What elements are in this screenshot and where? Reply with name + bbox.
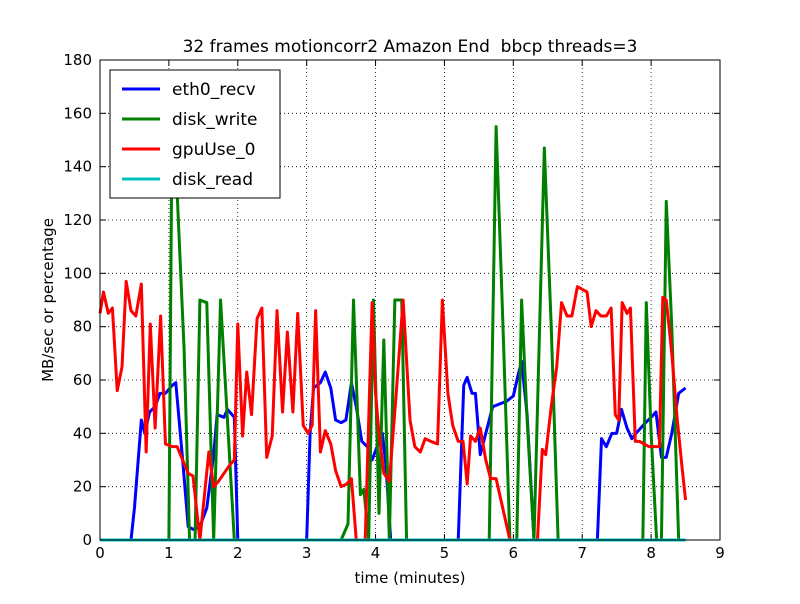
legend-box bbox=[109, 69, 281, 199]
legend-label: disk_write bbox=[172, 110, 257, 130]
legend: eth0_recv disk_write gpuUse_0 disk_read bbox=[109, 69, 281, 199]
x-tick-label: 9 bbox=[715, 544, 725, 562]
x-tick-label: 1 bbox=[164, 544, 174, 562]
series-line bbox=[98, 279, 688, 542]
y-tick-label: 0 bbox=[82, 531, 92, 549]
y-tick-label: 40 bbox=[73, 424, 92, 442]
x-tick-label: 5 bbox=[440, 544, 450, 562]
legend-label: disk_read bbox=[172, 170, 253, 190]
legend-label: eth0_recv bbox=[172, 80, 256, 100]
y-tick-label: 180 bbox=[63, 51, 92, 69]
x-tick-label: 2 bbox=[233, 544, 243, 562]
x-tick-label: 7 bbox=[577, 544, 587, 562]
chart-title: 32 frames motioncorr2 Amazon End bbcp th… bbox=[183, 37, 638, 57]
series-line bbox=[100, 79, 686, 542]
y-tick-label: 80 bbox=[73, 318, 92, 336]
x-tick-label: 6 bbox=[509, 544, 519, 562]
y-axis-label: MB/sec or percentage bbox=[39, 218, 57, 382]
x-tick-label: 0 bbox=[95, 544, 105, 562]
y-tick-label: 60 bbox=[73, 371, 92, 389]
y-tick-label: 100 bbox=[63, 264, 92, 282]
legend-label: gpuUse_0 bbox=[172, 140, 255, 160]
x-tick-label: 4 bbox=[371, 544, 381, 562]
y-tick-label: 160 bbox=[63, 104, 92, 122]
x-tick-label: 3 bbox=[302, 544, 312, 562]
x-tick-label: 8 bbox=[646, 544, 656, 562]
y-tick-label: 140 bbox=[63, 158, 92, 176]
x-axis-label: time (minutes) bbox=[354, 569, 465, 587]
y-tick-label: 20 bbox=[73, 478, 92, 496]
plot-frame bbox=[99, 59, 721, 541]
y-tick-label: 120 bbox=[63, 211, 92, 229]
